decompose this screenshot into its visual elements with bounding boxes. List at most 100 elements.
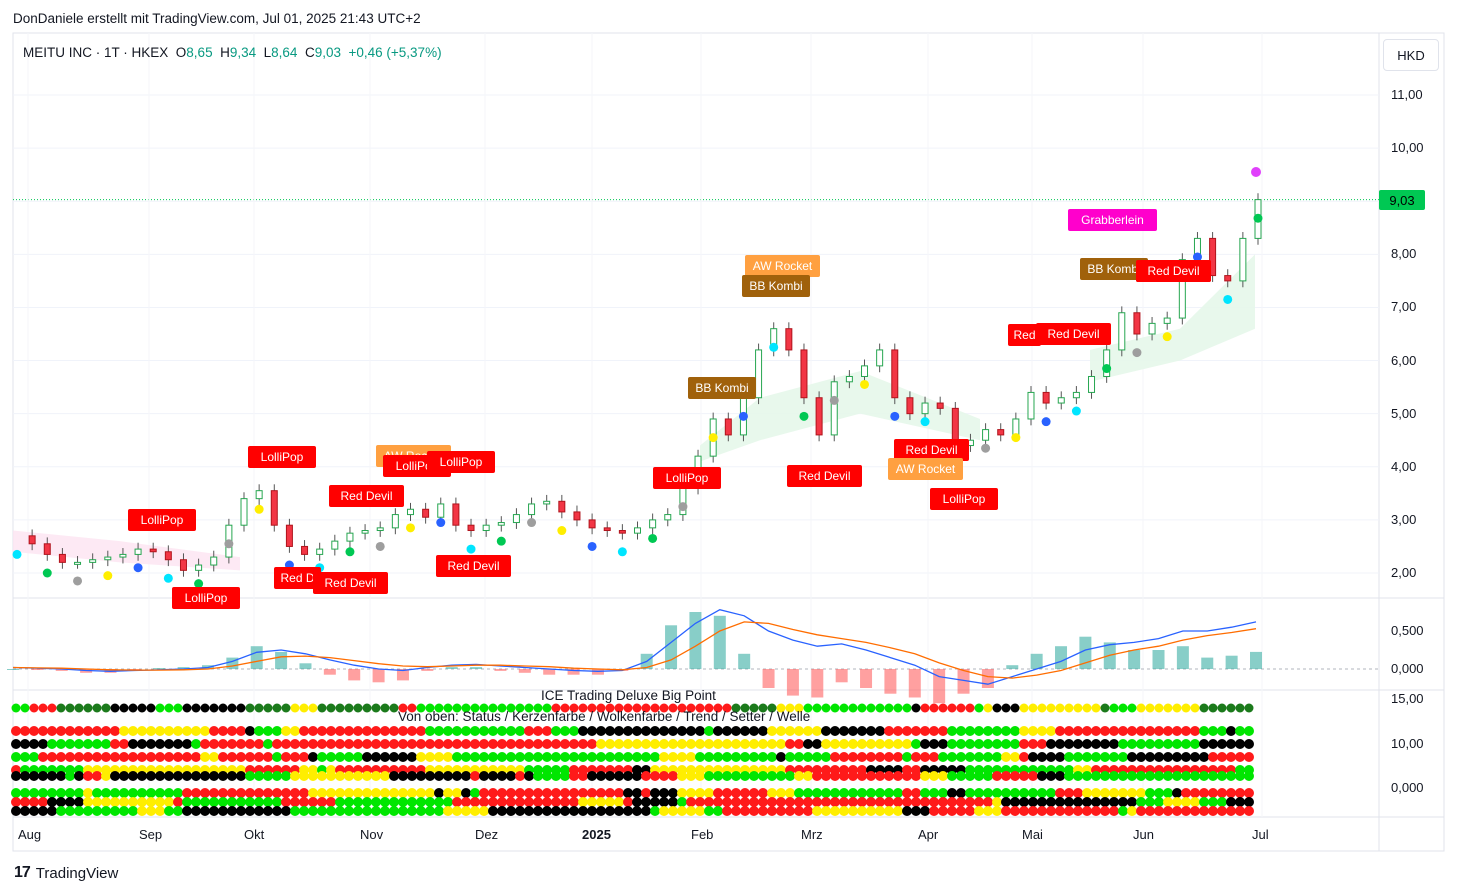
ice-dot xyxy=(1136,797,1146,807)
ice-dot xyxy=(884,797,894,807)
ice-dot xyxy=(263,788,273,798)
symbol-legend[interactable]: MEITU INC · 1T · HKEX O8,65 H9,34 L8,64 … xyxy=(23,45,442,60)
ice-dot xyxy=(1100,806,1110,816)
ice-dot xyxy=(1127,752,1137,762)
close-label: C xyxy=(304,45,315,60)
ice-dot xyxy=(1136,806,1146,816)
ice-dot xyxy=(524,806,534,816)
ice-dot xyxy=(1028,806,1038,816)
ice-dot xyxy=(569,788,579,798)
ice-dot xyxy=(1127,806,1137,816)
ice-dot xyxy=(1028,788,1038,798)
ice-dot xyxy=(947,797,957,807)
ice-dot xyxy=(1154,739,1164,749)
ice-dot xyxy=(164,752,174,762)
ice-dot xyxy=(11,726,21,736)
ice-dot xyxy=(794,726,804,736)
ice-dot xyxy=(524,752,534,762)
ice-dot xyxy=(1001,752,1011,762)
ice-dot xyxy=(155,703,165,713)
ice-dot xyxy=(515,788,525,798)
ice-dot xyxy=(272,739,282,749)
ice-dot xyxy=(20,703,30,713)
ice-dot xyxy=(218,752,228,762)
ice-dot xyxy=(1109,788,1119,798)
ice-dot xyxy=(1019,797,1029,807)
ice-dot xyxy=(911,703,921,713)
ice-dot xyxy=(866,739,876,749)
candle-body xyxy=(649,519,657,529)
ice-dot xyxy=(713,806,723,816)
ice-dot xyxy=(524,797,534,807)
ice-dot xyxy=(785,726,795,736)
ice-dot xyxy=(929,806,939,816)
ice-dot xyxy=(497,806,507,816)
ice-dot xyxy=(1217,703,1227,713)
ice-dot xyxy=(695,752,705,762)
ice-dot xyxy=(713,797,723,807)
candle-body xyxy=(119,553,127,558)
open-label: O xyxy=(175,45,187,60)
ice-dot xyxy=(1091,752,1101,762)
signal-label-text: Red Devil xyxy=(1047,327,1099,341)
ice-dot xyxy=(200,797,210,807)
ice-dot xyxy=(551,806,561,816)
ice-dot xyxy=(884,752,894,762)
signal-label: BB Kombi xyxy=(1080,258,1148,280)
chart-border xyxy=(12,32,1445,852)
ice-dot xyxy=(47,771,57,781)
macd-hist-bar xyxy=(713,615,726,669)
ice-dot xyxy=(542,703,552,713)
ice-dot xyxy=(641,739,651,749)
ice-dot xyxy=(785,739,795,749)
ice-dot xyxy=(218,703,228,713)
candles[interactable] xyxy=(28,193,1262,577)
ice-tick-label: 10,00 xyxy=(1391,736,1424,751)
ice-dot xyxy=(812,771,822,781)
ice-dot xyxy=(254,771,264,781)
ice-dot xyxy=(920,797,930,807)
ice-dot xyxy=(722,797,732,807)
candle-body xyxy=(1118,312,1126,351)
ice-dot xyxy=(623,703,633,713)
ice-dot xyxy=(659,771,669,781)
ice-dot xyxy=(605,726,615,736)
ice-dot xyxy=(983,726,993,736)
ice-dot xyxy=(533,739,543,749)
ice-dot xyxy=(389,752,399,762)
ice-dot xyxy=(1019,752,1029,762)
ice-dot xyxy=(524,788,534,798)
ice-dot xyxy=(452,703,462,713)
ice-dot xyxy=(1091,797,1101,807)
currency-button[interactable]: HKD xyxy=(1383,39,1439,71)
ice-dot xyxy=(380,752,390,762)
ice-dot xyxy=(398,806,408,816)
ice-dot xyxy=(1154,797,1164,807)
ice-dot xyxy=(614,797,624,807)
ice-dot xyxy=(659,752,669,762)
ice-dot xyxy=(506,806,516,816)
ice-dot xyxy=(101,739,111,749)
ice-dot xyxy=(443,788,453,798)
macd-hist-bar xyxy=(567,669,580,675)
ice-dot xyxy=(308,797,318,807)
ice-dot xyxy=(443,771,453,781)
ice-dot xyxy=(497,771,507,781)
ice-dot xyxy=(299,726,309,736)
ice-dot xyxy=(281,752,291,762)
time-tick-label: 2025 xyxy=(582,827,611,842)
candle-body xyxy=(1042,391,1050,404)
tradingview-footer[interactable]: 17 TradingView xyxy=(14,864,118,882)
candle-body xyxy=(997,429,1005,436)
ice-dot xyxy=(245,703,255,713)
ice-dot xyxy=(164,703,174,713)
ice-dot xyxy=(902,752,912,762)
ice-dot xyxy=(1154,771,1164,781)
ice-dot xyxy=(1118,788,1128,798)
ice-dot xyxy=(839,739,849,749)
ice-dot xyxy=(335,739,345,749)
ice-dot xyxy=(1118,703,1128,713)
signal-label-text: LolliPop xyxy=(440,455,483,469)
ice-dot xyxy=(830,806,840,816)
